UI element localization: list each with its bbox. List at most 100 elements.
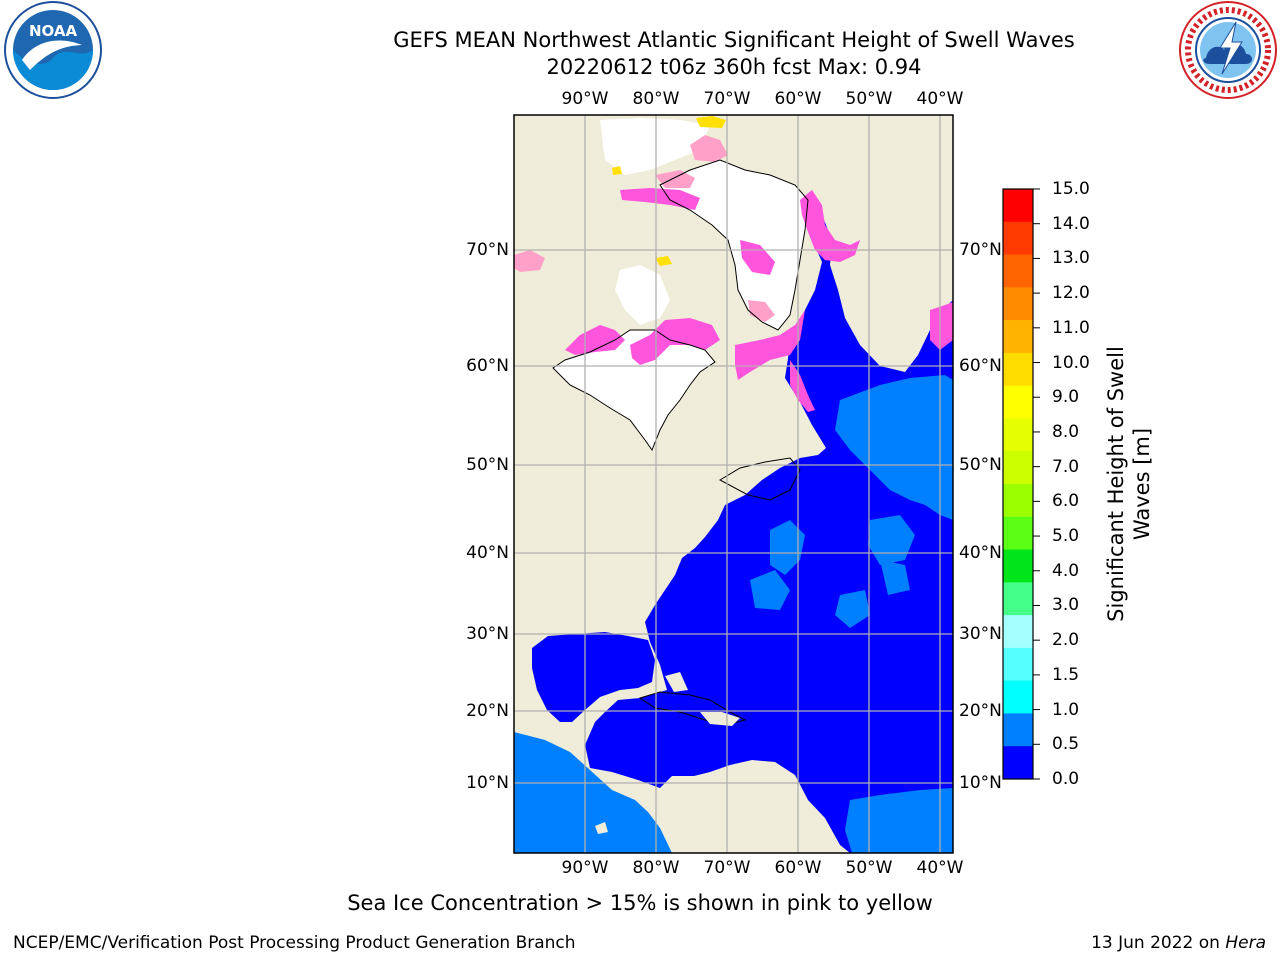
- sea-ice-edge: [690, 135, 728, 162]
- gulf-of-mexico: [532, 632, 655, 722]
- ocean-patch: [845, 788, 953, 853]
- colorbar-segment: [1003, 647, 1033, 682]
- lat-tick-label: 60°N: [466, 356, 509, 376]
- colorbar-tick-label: 0.5: [1052, 734, 1080, 755]
- sea-ice-yellow: [612, 166, 622, 175]
- map-area: [514, 115, 953, 853]
- lon-tick-label: 70°W: [703, 89, 751, 109]
- colorbar-segment: [1003, 418, 1033, 452]
- colorbar-segment: [1003, 287, 1033, 321]
- chart-title: GEFS MEAN Northwest Atlantic Significant…: [393, 28, 1075, 52]
- hudson-bay: [553, 330, 715, 450]
- colorbar-segment: [1003, 582, 1033, 616]
- colorbar-tick-label: 2.0: [1052, 630, 1080, 651]
- colorbar-tick-label: 8.0: [1052, 421, 1080, 442]
- lat-tick-label: 20°N: [466, 701, 509, 721]
- footer-credit: NCEP/EMC/Verification Post Processing Pr…: [13, 933, 576, 953]
- colorbar-tick-label: 4.0: [1052, 560, 1080, 581]
- sea-ice: [800, 190, 860, 262]
- lon-tick-label: 70°W: [703, 858, 751, 878]
- colorbar-segment: [1003, 484, 1033, 518]
- noaa-logo: NOAA: [4, 1, 102, 99]
- lat-tick-label: 10°N: [466, 773, 509, 793]
- colorbar-tick-label: 1.0: [1052, 699, 1080, 720]
- lon-tick-label: 50°W: [845, 89, 893, 109]
- lon-tick-label: 60°W: [774, 89, 822, 109]
- lat-tick-label: 30°N: [959, 624, 1002, 644]
- sea-ice: [930, 302, 953, 350]
- sea-ice: [735, 310, 805, 380]
- svg-text:NOAA: NOAA: [29, 22, 78, 40]
- lon-tick-label: 90°W: [561, 858, 609, 878]
- footer-host: Hera: [1225, 933, 1266, 953]
- lon-tick-label: 90°W: [561, 89, 609, 109]
- colorbar-tick-label: 7.0: [1052, 456, 1080, 477]
- colorbar-frame: [1002, 188, 1034, 780]
- coastline: [659, 159, 809, 331]
- colorbar-tick-label: 11.0: [1052, 317, 1090, 338]
- sea-ice-yellow: [696, 116, 726, 128]
- sea-ice: [790, 360, 815, 412]
- colorbar-tick-label: 10.0: [1052, 352, 1090, 373]
- colorbar-segment: [1003, 746, 1033, 780]
- colorbar-segment: [1003, 615, 1033, 649]
- colorbar-segment: [1003, 320, 1033, 354]
- colorbar-segment: [1003, 254, 1033, 288]
- pacific-ocean: [514, 732, 672, 853]
- colorbar-tick-label: 0.0: [1052, 769, 1080, 789]
- colorbar-tick-label: 15.0: [1052, 179, 1090, 199]
- lon-tick-label: 60°W: [774, 858, 822, 878]
- lat-tick-label: 40°N: [466, 543, 509, 563]
- map-frame: [513, 114, 954, 854]
- sea-ice-edge: [655, 170, 695, 188]
- colorbar-tick-label: 5.0: [1052, 526, 1080, 547]
- colorbar-segment: [1003, 549, 1033, 583]
- colorbar: [1003, 188, 1040, 780]
- colorbar-label: Significant Height of Swell Waves [m]: [1104, 346, 1154, 622]
- island: [700, 712, 740, 726]
- colorbar-segment: [1003, 385, 1033, 419]
- lat-tick-label: 70°N: [959, 240, 1002, 260]
- lon-tick-label: 40°W: [916, 858, 964, 878]
- colorbar-segment: [1003, 189, 1033, 223]
- island: [595, 822, 608, 834]
- colorbar-segment: [1003, 680, 1033, 714]
- ocean-patch: [835, 590, 870, 628]
- lon-tick-label: 40°W: [916, 89, 964, 109]
- lon-tick-label: 80°W: [632, 89, 680, 109]
- ocean-patch: [880, 560, 910, 595]
- colorbar-segment: [1003, 516, 1033, 551]
- colorbar-tick-label: 3.0: [1052, 595, 1080, 616]
- sea-ice: [565, 325, 625, 355]
- arctic-channels: [600, 118, 710, 175]
- lat-tick-label: 50°N: [466, 455, 509, 475]
- colorbar-tick-label: 12.0: [1052, 283, 1090, 304]
- colorbar-tick-label: 14.0: [1052, 213, 1090, 234]
- colorbar-segment: [1003, 352, 1033, 387]
- sea-ice-edge: [748, 300, 775, 322]
- sea-ice-note: Sea Ice Concentration > 15% is shown in …: [347, 891, 933, 915]
- coastline: [718, 457, 801, 501]
- colorbar-tick-label: 9.0: [1052, 387, 1080, 408]
- lon-tick-label: 50°W: [845, 858, 893, 878]
- lat-tick-label: 40°N: [959, 543, 1002, 563]
- ocean-patch: [835, 375, 953, 520]
- island: [665, 672, 688, 692]
- nws-logo: [1179, 1, 1277, 99]
- colorbar-segment: [1003, 713, 1033, 747]
- sea-ice-edge: [514, 250, 545, 272]
- sea-ice-yellow: [655, 256, 672, 266]
- ocean-patch: [770, 520, 805, 575]
- chart-subtitle: 20220612 t06z 360h fcst Max: 0.94: [546, 55, 922, 79]
- lon-tick-label: 80°W: [632, 858, 680, 878]
- coastline: [552, 329, 716, 452]
- lat-tick-label: 60°N: [959, 356, 1002, 376]
- gridlines: [514, 115, 953, 853]
- colorbar-segment: [1003, 221, 1033, 256]
- colorbar-tick-label: 1.5: [1052, 664, 1080, 685]
- colorbar-segment: [1003, 451, 1033, 485]
- lat-tick-label: 20°N: [959, 701, 1002, 721]
- footer-date: 13 Jun 2022 on Hera: [1091, 933, 1266, 953]
- sea-ice: [740, 240, 775, 275]
